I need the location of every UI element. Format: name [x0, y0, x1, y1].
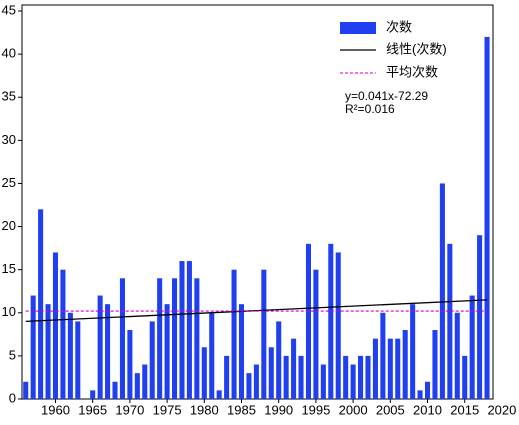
- legend-label: 线性(次数): [386, 41, 447, 56]
- x-tick-label: 1995: [301, 402, 330, 417]
- bar: [134, 373, 140, 399]
- bar: [305, 243, 311, 399]
- bar: [231, 269, 237, 399]
- bar: [380, 312, 386, 399]
- bar: [142, 364, 148, 399]
- bar: [417, 390, 423, 399]
- bar: [246, 373, 252, 399]
- bar: [276, 321, 282, 399]
- y-tick-label: 10: [2, 304, 16, 319]
- annotation: R²=0.016: [345, 102, 395, 116]
- bar: [224, 355, 230, 399]
- bar: [283, 355, 289, 399]
- bar: [365, 355, 371, 399]
- y-tick-label: 25: [2, 175, 16, 190]
- y-tick-label: 0: [9, 390, 16, 405]
- y-tick-label: 30: [2, 132, 16, 147]
- x-tick-label: 2015: [450, 402, 479, 417]
- bar: [395, 338, 401, 399]
- x-tick-label: 1985: [227, 402, 256, 417]
- bar: [358, 355, 364, 399]
- bar: [424, 381, 431, 399]
- x-tick-label: 1975: [153, 402, 182, 417]
- legend-swatch: [340, 22, 376, 34]
- bar: [179, 261, 185, 399]
- x-tick-label: 2005: [376, 402, 405, 417]
- bar: [186, 261, 192, 399]
- y-tick-label: 15: [2, 261, 16, 276]
- bar: [469, 295, 475, 399]
- bar: [238, 304, 245, 399]
- x-tick-label: 1970: [115, 402, 144, 417]
- legend-label: 次数: [386, 19, 412, 34]
- bar: [157, 278, 163, 399]
- y-tick-label: 40: [2, 46, 16, 61]
- bar: [119, 278, 125, 399]
- bar: [201, 347, 207, 399]
- x-tick-label: 1965: [78, 402, 107, 417]
- y-tick-label: 5: [9, 347, 16, 362]
- x-tick-label: 2000: [339, 402, 368, 417]
- bar: [164, 304, 170, 399]
- bar: [172, 278, 178, 399]
- y-tick-label: 20: [2, 218, 16, 233]
- x-tick-label: 1990: [264, 402, 293, 417]
- bar: [112, 381, 118, 399]
- x-tick-label: 2010: [413, 402, 442, 417]
- bar: [387, 338, 393, 399]
- y-tick-label: 45: [2, 2, 16, 17]
- y-tick-label: 35: [2, 89, 16, 104]
- bar: [209, 312, 215, 399]
- bar: [90, 390, 96, 399]
- bar: [328, 243, 334, 399]
- bar: [75, 321, 81, 399]
- bar: [149, 321, 155, 399]
- annotation: y=0.041x-72.29: [345, 89, 428, 103]
- bar: [30, 295, 36, 399]
- bar: [127, 330, 133, 399]
- bar: [194, 278, 200, 399]
- bar: [320, 364, 326, 399]
- bar: [313, 269, 319, 399]
- bar: [52, 252, 59, 399]
- bar: [105, 304, 111, 399]
- bar: [60, 269, 66, 399]
- bar: [23, 381, 29, 399]
- bar: [402, 330, 408, 399]
- bar: [261, 269, 267, 399]
- x-tick-label: 2020: [487, 402, 516, 417]
- bar: [268, 347, 274, 399]
- legend-label: 平均次数: [386, 64, 438, 79]
- bar: [410, 304, 416, 399]
- bar: [462, 355, 468, 399]
- bar: [97, 295, 103, 399]
- bar: [291, 338, 297, 399]
- bar: [45, 304, 51, 399]
- bar: [216, 390, 222, 399]
- bar: [477, 235, 483, 399]
- bar: [372, 338, 378, 399]
- bar: [454, 312, 460, 399]
- bar: [350, 364, 356, 399]
- x-tick-label: 1960: [41, 402, 70, 417]
- bar: [298, 355, 304, 399]
- bar: [432, 330, 438, 399]
- bar: [447, 243, 453, 399]
- bar: [38, 209, 44, 399]
- bar: [67, 312, 73, 399]
- bar: [343, 355, 349, 399]
- x-tick-label: 1980: [190, 402, 219, 417]
- bar: [335, 252, 341, 399]
- bar: [439, 183, 445, 399]
- bar: [253, 364, 259, 399]
- bar: [484, 36, 490, 399]
